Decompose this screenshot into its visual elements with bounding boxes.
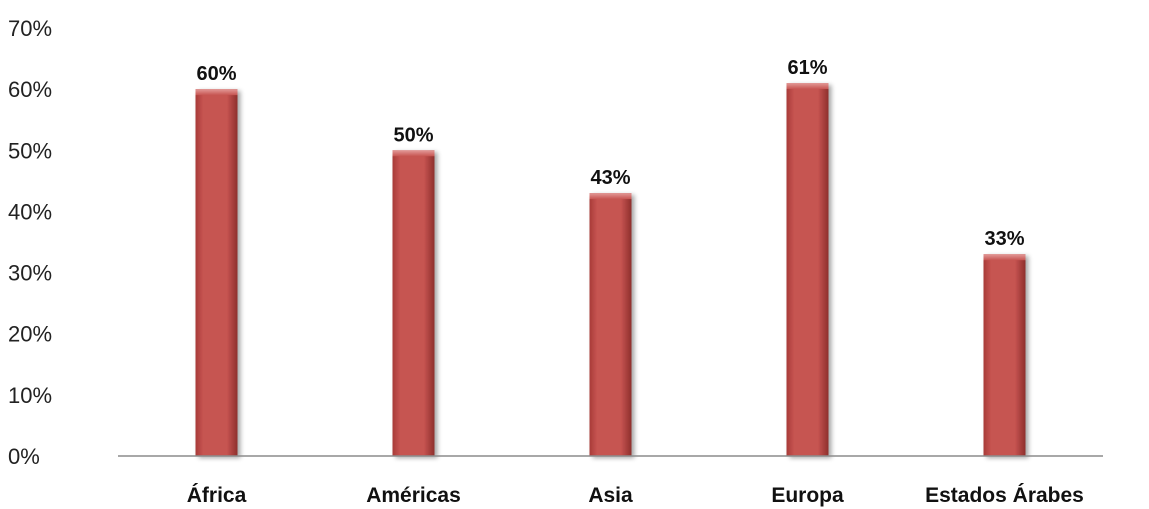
y-tick-label: 30% [8,261,52,286]
x-category-label: Asia [588,484,633,507]
bars [195,83,1026,457]
data-label: 60% [196,63,236,85]
bar [786,83,829,457]
bar-cap [392,150,435,157]
bar [195,89,238,457]
data-label: 43% [590,167,630,189]
bar [392,150,435,457]
x-category-label: Europa [771,484,844,507]
data-label: 61% [787,57,827,79]
bar-body [589,193,632,457]
y-tick-label: 50% [8,138,52,163]
x-category-label: Estados Árabes [925,484,1084,507]
bar-body [983,254,1026,456]
x-category-label: África [187,484,247,507]
x-axis: África Américas Asia Europa Estados Árabes [187,484,1084,507]
x-category-label: Américas [366,484,461,507]
y-tick-label: 20% [8,322,52,347]
y-tick-label: 0% [8,444,40,469]
bar-cap [195,89,238,96]
bar-body [392,150,435,457]
y-tick-label: 40% [8,199,52,224]
y-tick-label: 70% [8,16,52,41]
bar [983,254,1026,456]
bar-cap [983,254,1026,261]
data-label: 50% [393,124,433,146]
data-labels: 60% 50% 43% 61% 33% [196,57,1024,250]
data-label: 33% [984,228,1024,250]
bar [589,193,632,457]
bar-cap [589,193,632,200]
y-axis: 0% 10% 20% 30% 40% 50% 60% 70% [8,16,52,469]
bar-body [786,83,829,457]
bar-cap [786,83,829,90]
bar-body [195,89,238,457]
y-tick-label: 10% [8,383,52,408]
y-tick-label: 60% [8,77,52,102]
